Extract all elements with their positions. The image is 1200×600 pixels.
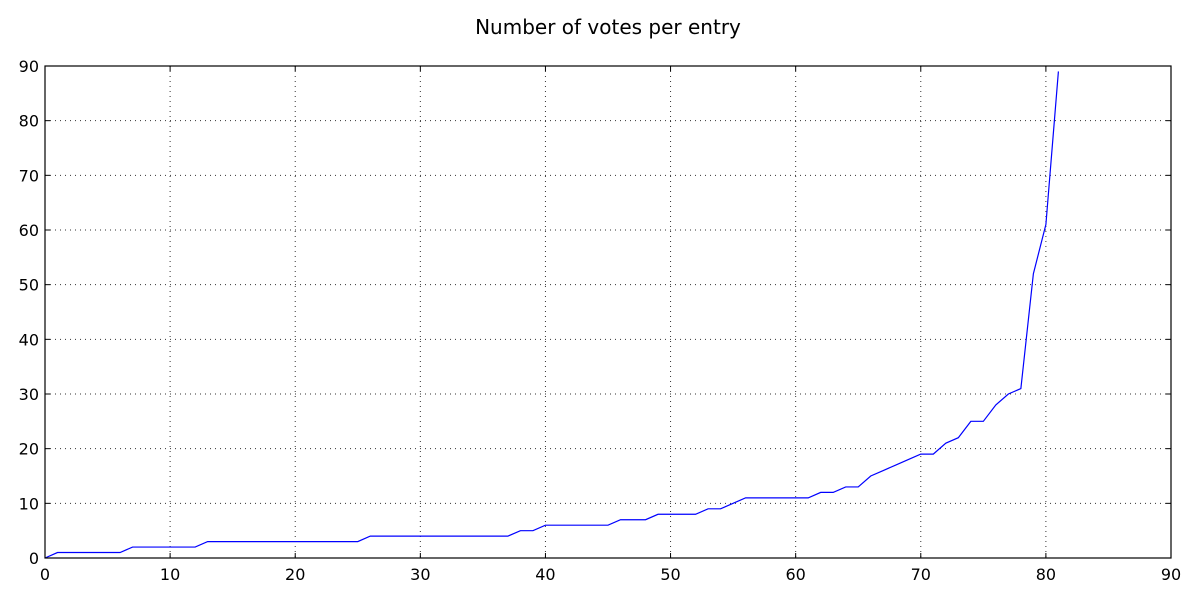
y-tick-label: 0 <box>29 549 39 568</box>
x-axis-tick-labels: 0 10 20 30 40 50 60 70 80 90 <box>40 565 1181 584</box>
plot-area-frame <box>44 65 1172 559</box>
y-tick-label: 90 <box>19 57 39 76</box>
y-tick-label: 40 <box>19 330 39 349</box>
x-tick-label: 70 <box>911 565 931 584</box>
x-tick-label: 40 <box>535 565 555 584</box>
grid-lines <box>45 66 1171 558</box>
x-tick-label: 30 <box>410 565 430 584</box>
x-tick-label: 60 <box>785 565 805 584</box>
y-tick-label: 10 <box>19 494 39 513</box>
y-tick-label: 50 <box>19 276 39 295</box>
y-tick-label: 60 <box>19 221 39 240</box>
y-tick-label: 20 <box>19 440 39 459</box>
x-tick-label: 10 <box>160 565 180 584</box>
x-tick-label: 80 <box>1036 565 1056 584</box>
tick-marks <box>44 65 1172 559</box>
series-line <box>44 71 1059 559</box>
x-tick-label: 50 <box>660 565 680 584</box>
y-tick-label: 30 <box>19 385 39 404</box>
chart-title: Number of votes per entry <box>475 15 741 39</box>
x-tick-label: 90 <box>1161 565 1181 584</box>
y-tick-label: 70 <box>19 166 39 185</box>
y-tick-label: 80 <box>19 112 39 131</box>
x-tick-label: 0 <box>40 565 50 584</box>
series-group <box>44 71 1059 559</box>
x-tick-label: 20 <box>285 565 305 584</box>
y-axis-tick-labels: 0 10 20 30 40 50 60 70 80 90 <box>19 57 39 568</box>
